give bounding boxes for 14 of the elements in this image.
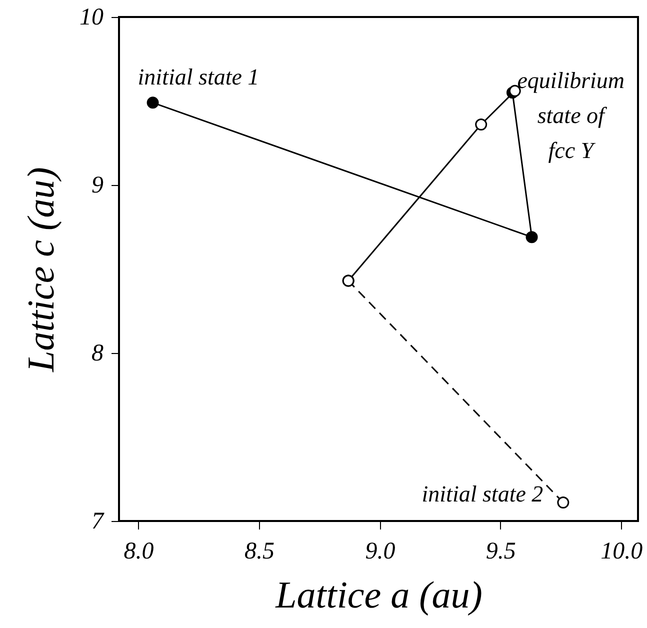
annotation: equilibrium state of fcc Y xyxy=(517,68,625,163)
y-tick-label: 10 xyxy=(80,4,104,30)
x-tick-label: 9.5 xyxy=(486,538,516,564)
x-axis-title: Lattice a (au) xyxy=(274,574,482,616)
annotation: initial state 1 xyxy=(138,64,260,90)
annotation: initial state 2 xyxy=(422,482,544,507)
y-axis-title: Lattice c (au) xyxy=(20,167,62,373)
y-tick-label: 9 xyxy=(92,172,104,198)
y-tick-label: 7 xyxy=(92,508,104,534)
y-tick-label: 8 xyxy=(92,340,104,366)
x-tick-label: 9.0 xyxy=(365,538,396,564)
x-tick-label: 8.5 xyxy=(244,538,275,564)
x-tick-label: 10.0 xyxy=(600,538,643,564)
x-tick-label: 8.0 xyxy=(124,538,154,564)
